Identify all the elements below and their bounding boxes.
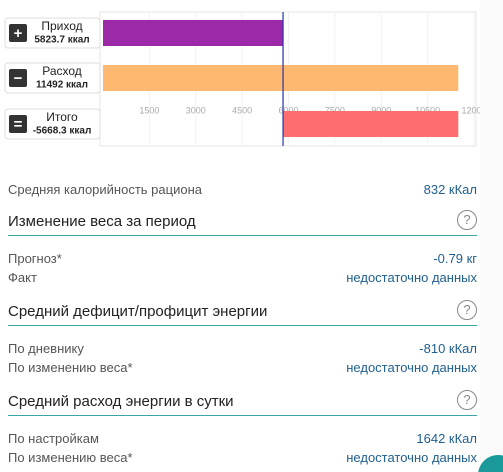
stat-value: -0.79 кг — [433, 251, 477, 266]
row-label: Приход — [41, 19, 82, 33]
stat-row: Средняя калорийность рациона 832 кКал — [8, 182, 477, 197]
stat-label: По изменению веса* — [8, 360, 133, 375]
row-label: Расход — [42, 64, 82, 78]
x-tick-label: 10500 — [415, 105, 440, 115]
row-icon-sign: − — [14, 70, 23, 87]
fab[interactable] — [478, 455, 503, 472]
x-tick-label: 3000 — [186, 105, 206, 115]
section-title: Изменение веса за период? — [8, 210, 477, 236]
stat-value: недостаточно данных — [346, 450, 477, 465]
stat-row: Факт недостаточно данных — [8, 270, 477, 285]
row-value: 11492 ккал — [36, 80, 88, 91]
row-icon-sign: + — [14, 25, 23, 42]
row-box — [4, 108, 101, 140]
stat-row: По изменению веса* недостаточно данных — [8, 360, 477, 375]
row-box — [4, 62, 101, 94]
stat-label: Факт — [8, 270, 37, 285]
row-value: 5823.7 ккал — [34, 35, 89, 46]
x-tick-label: 4500 — [232, 105, 252, 115]
row-label: Итого — [46, 110, 78, 124]
stat-row: По дневнику -810 кКал — [8, 341, 477, 356]
row-icon — [9, 69, 27, 87]
help-icon[interactable]: ? — [457, 210, 477, 230]
help-icon[interactable]: ? — [457, 300, 477, 320]
stat-row: По изменению веса* недостаточно данных — [8, 450, 477, 465]
stat-value: недостаточно данных — [346, 270, 477, 285]
section-title-text: Средний расход энергии в сутки — [8, 393, 234, 410]
row-icon — [9, 115, 27, 133]
stat-value: 832 кКал — [423, 182, 477, 197]
row-value: -5668.3 ккал — [33, 126, 92, 137]
help-icon[interactable]: ? — [457, 390, 477, 410]
x-tick-label: 6000 — [278, 105, 298, 115]
x-tick-label: 1500 — [139, 105, 159, 115]
stat-label: По изменению веса* — [8, 450, 133, 465]
bar — [103, 20, 284, 46]
stat-value: -810 кКал — [419, 341, 477, 356]
stat-value: 1642 кКал — [416, 431, 477, 446]
stat-label: Средняя калорийность рациона — [8, 182, 202, 197]
row-box — [4, 17, 101, 49]
section-title-text: Средний дефицит/профицит энергии — [8, 303, 268, 320]
stat-label: Прогноз* — [8, 251, 62, 266]
chart: 1500 3000 4500 6000 7500 9000 10500 12000 + Прихо… — [4, 11, 487, 147]
scroll-area — [480, 0, 503, 472]
stat-row: Прогноз* -0.79 кг — [8, 251, 477, 266]
x-tick-label: 7500 — [325, 105, 345, 115]
row-icon — [9, 24, 27, 42]
x-tick-label: 12000 — [461, 105, 486, 115]
row-icon-sign: = — [14, 116, 23, 133]
stat-value: недостаточно данных — [346, 360, 477, 375]
section-title: Средний расход энергии в сутки? — [8, 390, 477, 416]
stat-label: По дневнику — [8, 341, 84, 356]
bar — [103, 65, 459, 91]
x-tick-label: 9000 — [371, 105, 391, 115]
bar — [283, 111, 459, 137]
stat-row: По настройкам 1642 кКал — [8, 431, 477, 446]
section-title: Средний дефицит/профицит энергии? — [8, 300, 477, 326]
stat-label: По настройкам — [8, 431, 99, 446]
section-title-text: Изменение веса за период — [8, 213, 196, 230]
